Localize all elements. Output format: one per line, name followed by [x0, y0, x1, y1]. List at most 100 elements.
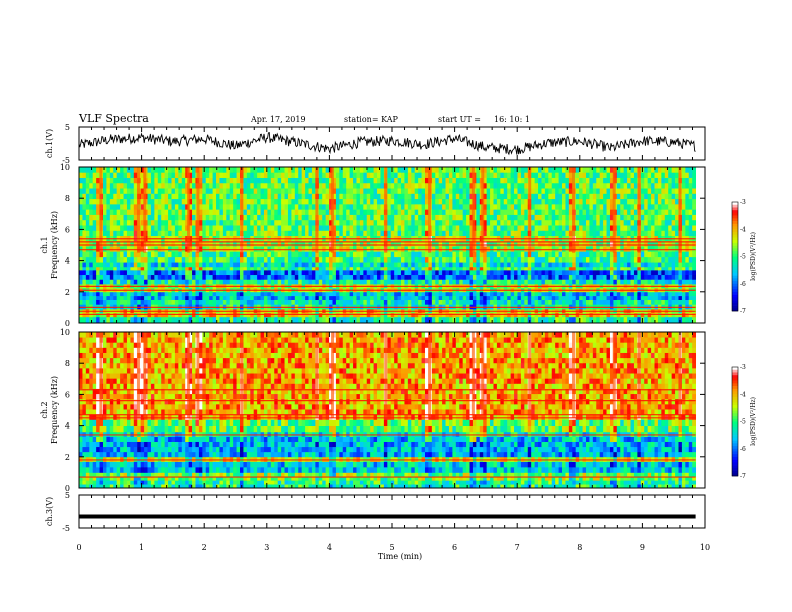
- ch1-spectrogram-cell: [287, 230, 292, 237]
- ch1-spectrogram-cell: [233, 219, 237, 226]
- ch1-spectrogram-cell: [397, 219, 402, 226]
- ch1-spectrogram-cell: [401, 240, 405, 247]
- ch1-spectrogram-cell: [661, 262, 666, 268]
- ch1-spectrogram-cell: [476, 214, 481, 221]
- ch1-spectrogram-cell: [466, 256, 470, 263]
- ch1-spectrogram-cell: [99, 299, 104, 305]
- ch1-spectrogram-cell: [226, 299, 231, 305]
- ch1-spectrogram-cell: [243, 240, 248, 247]
- ch1-spectrogram-cell: [161, 219, 166, 226]
- ch1-spectrogram-cell: [568, 262, 573, 268]
- ch1-spectrogram-cell: [424, 266, 429, 271]
- ch1-spectrogram-cell: [253, 198, 258, 205]
- ch1-spectrogram-cell: [270, 219, 275, 226]
- ch1-spectrogram-cell: [356, 230, 361, 237]
- ch1-spectrogram-cell: [298, 274, 303, 280]
- ch1-spectrogram-cell: [469, 316, 474, 324]
- ch1-spectrogram-cell: [260, 219, 265, 226]
- ch1-spectrogram-cell: [188, 209, 193, 215]
- ch1-spectrogram-cell: [565, 269, 570, 276]
- ch1-spectrogram-cell: [630, 251, 635, 258]
- ch1-spectrogram-cell: [544, 251, 549, 258]
- ch1-spectrogram-cell: [520, 225, 525, 231]
- ch1-spectrogram-cell: [216, 291, 220, 297]
- ch1-spectrogram-cell: [472, 274, 477, 280]
- ch1-spectrogram-cell: [380, 291, 385, 297]
- ch1-spectrogram-cell: [609, 279, 614, 285]
- ch1-spectrogram-cell: [466, 251, 470, 258]
- ch1-spectrogram-cell: [685, 269, 690, 276]
- ch1-spectrogram-cell: [246, 209, 251, 215]
- ch1-spectrogram-cell: [644, 246, 649, 252]
- ch1-spectrogram-cell: [335, 240, 340, 247]
- ch1-spectrogram-cell: [486, 214, 491, 221]
- ch1-spectrogram-cell: [507, 198, 512, 205]
- ch1-spectrogram-cell: [500, 299, 505, 305]
- ch1-spectrogram-cell: [397, 295, 402, 300]
- ch1-spectrogram-cell: [681, 316, 686, 324]
- ch1-spectrogram-cell: [308, 269, 313, 276]
- ch1-spectrogram-cell: [349, 262, 354, 268]
- ch1-spectrogram-cell: [222, 209, 227, 215]
- ch1-spectrogram-cell: [130, 316, 135, 324]
- ch1-spectrogram-cell: [349, 214, 354, 221]
- ch1-spectrogram-cell: [692, 291, 697, 297]
- ch1-spectrogram-cell: [85, 295, 90, 300]
- ch1-spectrogram-cell: [85, 214, 90, 221]
- ch1-spectrogram-cell: [305, 274, 309, 280]
- ch1-spectrogram-cell: [551, 193, 556, 200]
- ch1-spectrogram-cell: [616, 214, 621, 221]
- ch1-spectrogram-cell: [216, 299, 220, 305]
- ch1-spectrogram-cell: [585, 251, 590, 258]
- ch1-spectrogram-cell: [445, 246, 450, 252]
- ch1-spectrogram-cell: [284, 251, 289, 258]
- ch1-spectrogram-cell: [359, 198, 364, 205]
- ch1-spectrogram-cell: [476, 219, 481, 226]
- ch1-spectrogram-cell: [106, 198, 111, 205]
- ch1-spectrogram-cell: [469, 193, 474, 200]
- ch1-spectrogram-cell: [599, 225, 604, 231]
- ch1-spectrogram-cell: [267, 274, 272, 280]
- ch1-spectrogram-cell: [383, 266, 388, 271]
- ch1-spectrogram-cell: [216, 251, 220, 258]
- ch1-spectrogram-cell: [657, 274, 662, 280]
- ch1-spectrogram-cell: [644, 269, 649, 276]
- ch1-spectrogram-cell: [424, 291, 429, 297]
- ch1-spectrogram-cell: [575, 266, 580, 271]
- ch1-spectrogram-cell: [654, 203, 659, 210]
- ch1-spectrogram-cell: [157, 203, 162, 210]
- ch1-spectrogram-cell: [85, 225, 90, 231]
- ch1-spectrogram-cell: [637, 251, 642, 258]
- ch1-spectrogram-cell: [575, 209, 580, 215]
- ch1-spectrogram-cell: [250, 203, 255, 210]
- ch1-spectrogram-cell: [640, 230, 645, 237]
- ch1-spectrogram-cell: [380, 240, 385, 247]
- ch1-spectrogram-cell: [678, 256, 683, 263]
- ch1-spectrogram-cell: [688, 274, 693, 280]
- ch1-spectrogram-cell: [633, 256, 638, 263]
- ch1-spectrogram-cell: [640, 262, 645, 268]
- ch1-spectrogram-cell: [339, 193, 344, 200]
- ch1-spectrogram-cell: [500, 246, 505, 252]
- ch1-spectrogram-cell: [421, 203, 426, 210]
- ch1-spectrogram-cell: [541, 209, 546, 215]
- ch1-spectrogram-cell: [551, 251, 556, 258]
- ch1-spectrogram-cell: [657, 316, 662, 324]
- ch1-spectrogram-cell: [373, 299, 378, 305]
- ch1-spectrogram-cell: [219, 295, 224, 300]
- ch1-spectrogram-cell: [291, 240, 296, 247]
- ch1-spectrogram-cell: [164, 203, 169, 210]
- ch1-spectrogram-cell: [243, 246, 248, 252]
- ch1-spectrogram-cell: [500, 269, 505, 276]
- ch1-spectrogram-cell: [370, 295, 375, 300]
- ch1-spectrogram-cell: [301, 269, 306, 276]
- ch1-spectrogram-cell: [246, 262, 251, 268]
- ch1-spectrogram-cell: [493, 266, 498, 271]
- ch1-spectrogram-cell: [202, 219, 207, 226]
- ch1-spectrogram-cell: [431, 198, 436, 205]
- ch1-spectrogram-cell: [178, 274, 183, 280]
- ch1-spectrogram-cell: [418, 269, 422, 276]
- ch1-spectrogram-cell: [675, 295, 679, 300]
- ch1-spectrogram-cell: [346, 266, 351, 271]
- ch1-spectrogram-cell: [435, 256, 440, 263]
